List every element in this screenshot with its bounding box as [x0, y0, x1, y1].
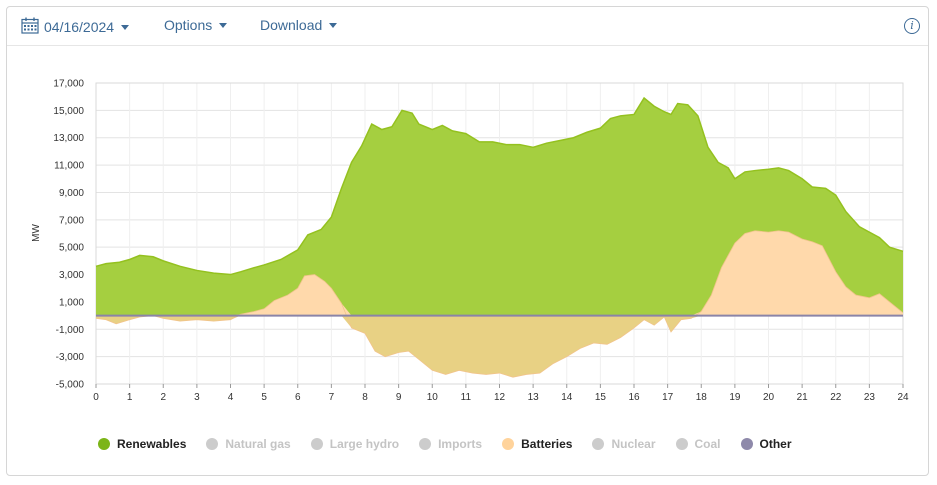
x-tick-label: 0	[93, 392, 99, 403]
chart-areas	[95, 96, 904, 378]
legend-dot	[419, 438, 432, 450]
y-tick-label: 5,000	[59, 243, 84, 254]
options-label: Options	[164, 17, 213, 33]
legend-item-renewables[interactable]: Renewables	[98, 437, 186, 451]
y-tick-label: 1,000	[59, 297, 84, 308]
calendar-icon	[21, 17, 39, 37]
x-tick-label: 15	[595, 392, 607, 403]
legend-dot	[592, 438, 605, 450]
chevron-down-icon	[219, 22, 228, 28]
chevron-down-icon	[121, 24, 130, 30]
chart-legend: Renewables Natural gas Large hydro Imports B…	[98, 437, 812, 451]
x-tick-label: 19	[729, 392, 741, 403]
legend-dot	[740, 438, 753, 450]
x-tick-label: 20	[763, 392, 775, 403]
renewables-line	[95, 96, 904, 276]
download-label: Download	[260, 17, 323, 33]
date-picker[interactable]: 04/16/2024	[21, 17, 130, 37]
batteries-line	[95, 230, 904, 378]
x-tick-label: 11	[461, 392, 472, 403]
y-tick-label: -1,000	[56, 325, 85, 336]
x-tick-label: 24	[897, 392, 909, 403]
y-tick-label: 9,000	[59, 188, 84, 199]
x-tick-label: 6	[295, 392, 301, 403]
info-icon[interactable]: i	[904, 18, 920, 34]
x-tick-label: 13	[528, 392, 540, 403]
y-tick-label: 13,000	[53, 133, 84, 144]
legend-item-other[interactable]: Other	[740, 437, 792, 451]
legend-item-nuclear[interactable]: Nuclear	[592, 437, 656, 451]
x-axis-ticks: 0 1 2 3 4 5 6 7 8 9 10 11 12 13 14 15 16 17 18 19 20 21 22 23 24	[93, 384, 909, 403]
batteries-discharge-area	[96, 315, 903, 378]
legend-item-coal[interactable]: Coal	[675, 437, 721, 451]
legend-dot	[502, 438, 515, 450]
download-menu[interactable]: Download	[260, 17, 338, 33]
legend-item-batteries[interactable]: Batteries	[502, 437, 572, 451]
x-tick-label: 5	[261, 392, 267, 403]
x-tick-label: 3	[194, 392, 200, 403]
x-tick-label: 23	[864, 392, 876, 403]
x-tick-label: 7	[329, 392, 335, 403]
legend-label: Coal	[694, 437, 721, 451]
x-tick-label: 2	[160, 392, 166, 403]
date-label: 04/16/2024	[44, 19, 115, 35]
y-tick-label: -3,000	[56, 352, 85, 363]
x-tick-label: 21	[797, 392, 809, 403]
legend-dot	[675, 438, 688, 450]
x-tick-label: 14	[561, 392, 573, 403]
x-tick-label: 18	[696, 392, 708, 403]
legend-item-large-hydro[interactable]: Large hydro	[310, 437, 400, 451]
legend-item-imports[interactable]: Imports	[419, 437, 482, 451]
legend-dot	[206, 438, 219, 450]
y-tick-label: 3,000	[59, 270, 84, 281]
chevron-down-icon	[329, 22, 338, 28]
x-tick-label: 1	[127, 392, 133, 403]
legend-label: Other	[759, 437, 792, 451]
toolbar: 04/16/2024 Options Download i	[7, 7, 928, 46]
y-tick-label: 11,000	[54, 161, 84, 172]
y-tick-label: 7,000	[59, 215, 84, 226]
y-axis-label: MW	[31, 224, 42, 242]
legend-label: Renewables	[117, 437, 187, 451]
legend-dot	[98, 438, 110, 450]
x-tick-label: 4	[228, 392, 234, 403]
legend-label: Natural gas	[225, 437, 291, 451]
x-tick-label: 8	[362, 392, 368, 403]
renewables-area	[96, 98, 903, 316]
legend-label: Nuclear	[611, 437, 656, 451]
x-tick-label: 10	[427, 392, 439, 403]
legend-label: Large hydro	[329, 437, 400, 451]
x-tick-label: 9	[396, 392, 402, 403]
x-tick-label: 22	[830, 392, 842, 403]
y-tick-label: 17,000	[53, 79, 84, 90]
x-tick-label: 17	[662, 392, 674, 403]
options-menu[interactable]: Options	[164, 17, 228, 33]
legend-label: Batteries	[521, 437, 573, 451]
y-tick-label: 15,000	[53, 106, 84, 117]
y-axis-ticks: 17,000 15,000 13,000 11,000 9,000 7,000 5,000 3…	[53, 79, 84, 391]
y-tick-label: -5,000	[56, 380, 85, 391]
x-tick-label: 12	[494, 392, 506, 403]
legend-dot	[310, 438, 323, 450]
x-tick-label: 16	[628, 392, 640, 403]
batteries-charge-area	[96, 230, 903, 316]
legend-item-natural-gas[interactable]: Natural gas	[206, 437, 291, 451]
legend-label: Imports	[438, 437, 483, 451]
